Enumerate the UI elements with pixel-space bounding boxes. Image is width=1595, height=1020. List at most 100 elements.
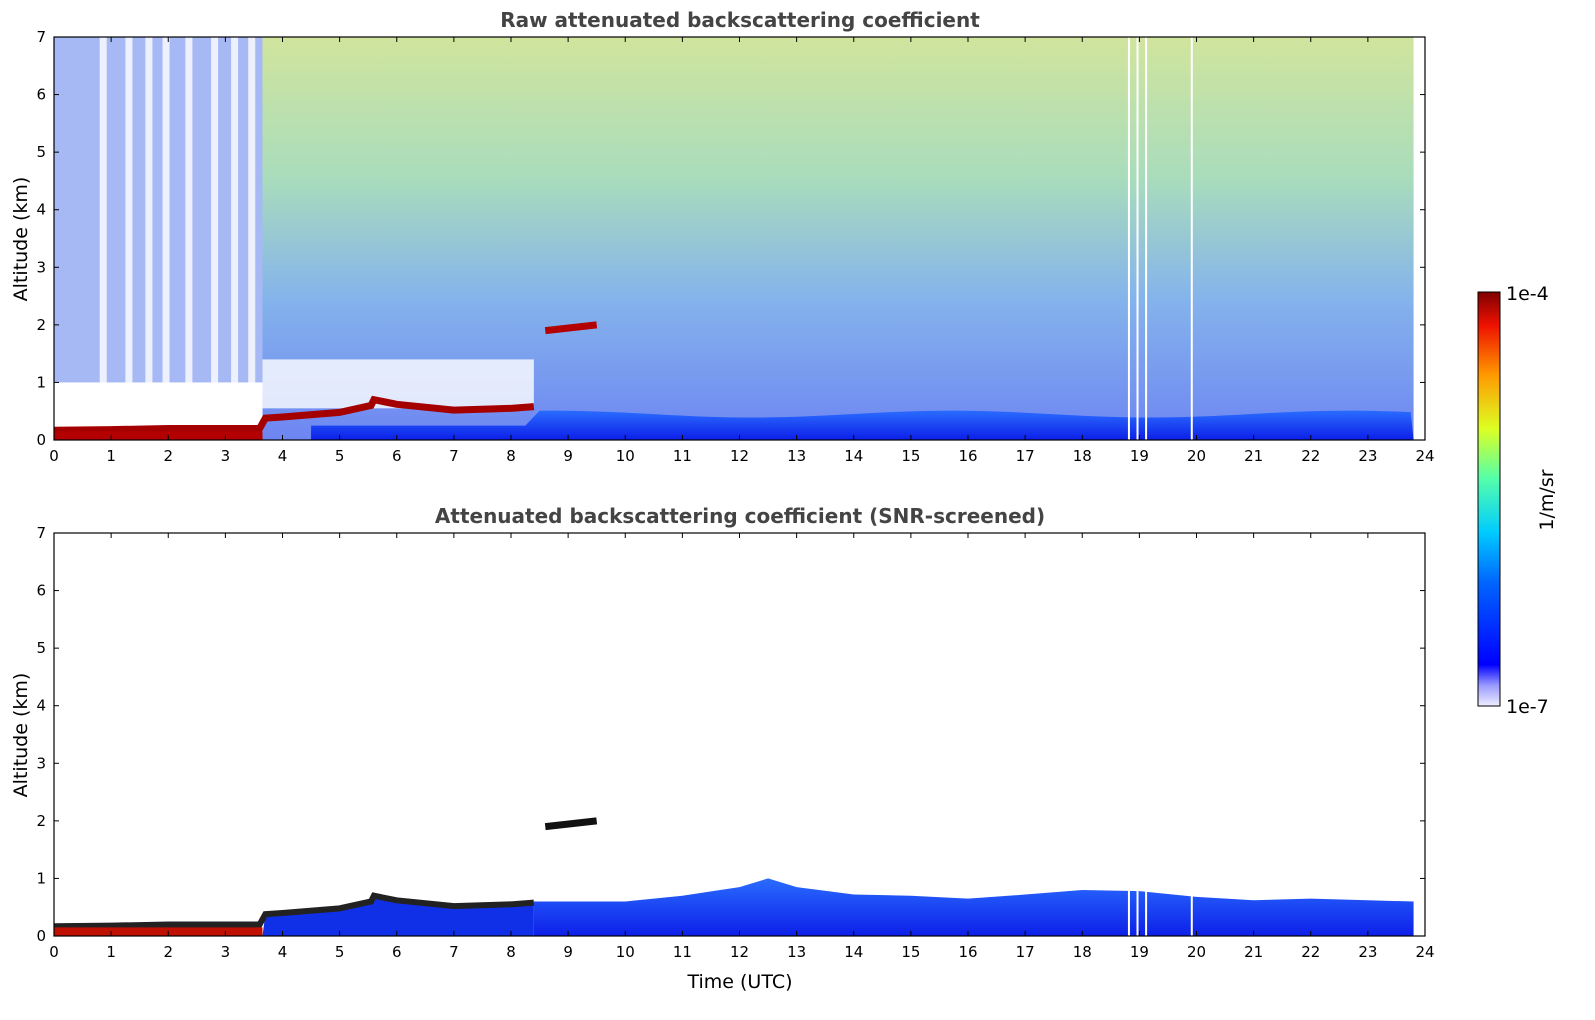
- x-tick-label: 11: [673, 943, 692, 961]
- surface-layer: [54, 431, 263, 440]
- x-axis-label: Time (UTC): [686, 971, 792, 993]
- y-tick-label: 1: [36, 869, 46, 887]
- y-tick-label: 4: [36, 697, 46, 715]
- boundary-layer-top: [54, 395, 535, 434]
- boundary-layer-top: [54, 892, 535, 930]
- noise-streak: [162, 37, 170, 426]
- snr-screened-plot-area: 0 1 2 3 4 5 6 7 8 9 10 11 12 13 14 15 16 17 18 19 20 21 22 23 24…: [36, 524, 1434, 961]
- x-tick-label: 7: [449, 447, 459, 465]
- y-axis-label: Altitude (km): [10, 177, 32, 302]
- noise-streak: [185, 37, 193, 426]
- x-tick-label: 8: [506, 447, 516, 465]
- noise-streak: [125, 37, 133, 426]
- elevated-layer: [544, 817, 598, 831]
- data-gap: [1136, 37, 1139, 440]
- x-tick-label: 23: [1358, 943, 1377, 961]
- y-axis-label: Altitude (km): [10, 673, 32, 798]
- x-tick-label: 19: [1130, 447, 1149, 465]
- y-tick-label: 3: [36, 754, 46, 772]
- heatmap-content: [54, 37, 1425, 440]
- x-tick-label: 19: [1130, 943, 1149, 961]
- y-tick-label: 2: [36, 812, 46, 830]
- x-tick-label: 20: [1187, 447, 1206, 465]
- noise-streak: [231, 37, 239, 426]
- y-tick-label: 0: [36, 927, 46, 945]
- x-tick-label: 2: [163, 943, 173, 961]
- x-tick-label: 6: [392, 447, 402, 465]
- raw-backscatter-panel: Raw attenuated backscattering coefficien…: [10, 8, 1435, 465]
- x-tick-label: 20: [1187, 943, 1206, 961]
- data-gap: [1190, 37, 1193, 440]
- x-tick-label: 14: [844, 943, 863, 961]
- y-tick-label: 6: [36, 86, 46, 104]
- x-tick-label: 15: [901, 943, 920, 961]
- y-tick-label: 7: [36, 524, 46, 542]
- x-tick-label: 0: [49, 943, 59, 961]
- noise-streak: [211, 37, 219, 426]
- y-tick-label: 5: [36, 639, 46, 657]
- x-tick-label: 10: [616, 447, 635, 465]
- panel-title: Attenuated backscattering coefficient (S…: [435, 504, 1045, 528]
- elevated-layer: [544, 321, 598, 335]
- x-tick-label: 16: [958, 447, 977, 465]
- x-tick-label: 24: [1415, 943, 1434, 961]
- x-tick-label: 13: [787, 447, 806, 465]
- data-gap: [1127, 37, 1130, 440]
- noise-field-early: [54, 37, 263, 383]
- x-tick-label: 14: [844, 447, 863, 465]
- x-tick-label: 16: [958, 943, 977, 961]
- y-tick-label: 6: [36, 582, 46, 600]
- colorbar-unit-label: 1/m/sr: [1536, 469, 1558, 530]
- aerosol-layer: [533, 878, 1414, 936]
- x-tick-label: 9: [563, 943, 573, 961]
- x-tick-label: 10: [616, 943, 635, 961]
- x-tick-label: 23: [1358, 447, 1377, 465]
- x-tick-label: 22: [1301, 447, 1320, 465]
- x-tick-label: 18: [1073, 447, 1092, 465]
- x-tick-label: 17: [1016, 447, 1035, 465]
- x-tick-label: 24: [1415, 447, 1434, 465]
- x-tick-label: 4: [278, 943, 288, 961]
- x-tick-label: 13: [787, 943, 806, 961]
- x-tick-label: 8: [506, 943, 516, 961]
- x-tick-label: 0: [49, 447, 59, 465]
- panel-title: Raw attenuated backscattering coefficien…: [500, 8, 980, 32]
- data-gap: [1145, 37, 1148, 440]
- x-tick-label: 1: [106, 447, 116, 465]
- x-tick-label: 3: [221, 447, 231, 465]
- x-tick-label: 9: [563, 447, 573, 465]
- data-gap: [1145, 884, 1148, 936]
- x-tick-label: 11: [673, 447, 692, 465]
- x-tick-label: 5: [335, 943, 345, 961]
- x-tick-label: 18: [1073, 943, 1092, 961]
- data-gap: [1190, 884, 1193, 936]
- x-tick-label: 15: [901, 447, 920, 465]
- x-tick-label: 21: [1244, 447, 1263, 465]
- y-tick-label: 0: [36, 431, 46, 449]
- x-tick-label: 4: [278, 447, 288, 465]
- x-tick-label: 12: [730, 943, 749, 961]
- colorbar-max-label: 1e-4: [1506, 283, 1549, 305]
- surface-layer: [54, 927, 263, 936]
- x-tick-label: 1: [106, 943, 116, 961]
- noise-streak: [145, 37, 153, 426]
- heatmap-content: [54, 533, 1425, 936]
- x-tick-label: 6: [392, 943, 402, 961]
- y-tick-label: 5: [36, 143, 46, 161]
- raw-backscatter-plot-area: 0 1 2 3 4 5 6 7 8 9 10 11 12 13 14 15 16 17 18 19 20 21 22 23 24…: [36, 28, 1434, 465]
- x-tick-label: 17: [1016, 943, 1035, 961]
- x-tick-label: 22: [1301, 943, 1320, 961]
- y-tick-label: 7: [36, 28, 46, 46]
- snr-screened-panel: Attenuated backscattering coefficient (S…: [10, 504, 1435, 993]
- x-tick-label: 7: [449, 943, 459, 961]
- colorbar-min-label: 1e-7: [1506, 696, 1549, 718]
- x-tick-label: 2: [163, 447, 173, 465]
- noise-streak: [99, 37, 107, 426]
- data-gap: [1127, 884, 1130, 936]
- x-tick-label: 5: [335, 447, 345, 465]
- low-signal-band: [262, 359, 534, 409]
- y-tick-label: 4: [36, 201, 46, 219]
- colorbar: 1e-4 1e-7 1/m/sr: [1477, 283, 1558, 718]
- y-tick-label: 3: [36, 258, 46, 276]
